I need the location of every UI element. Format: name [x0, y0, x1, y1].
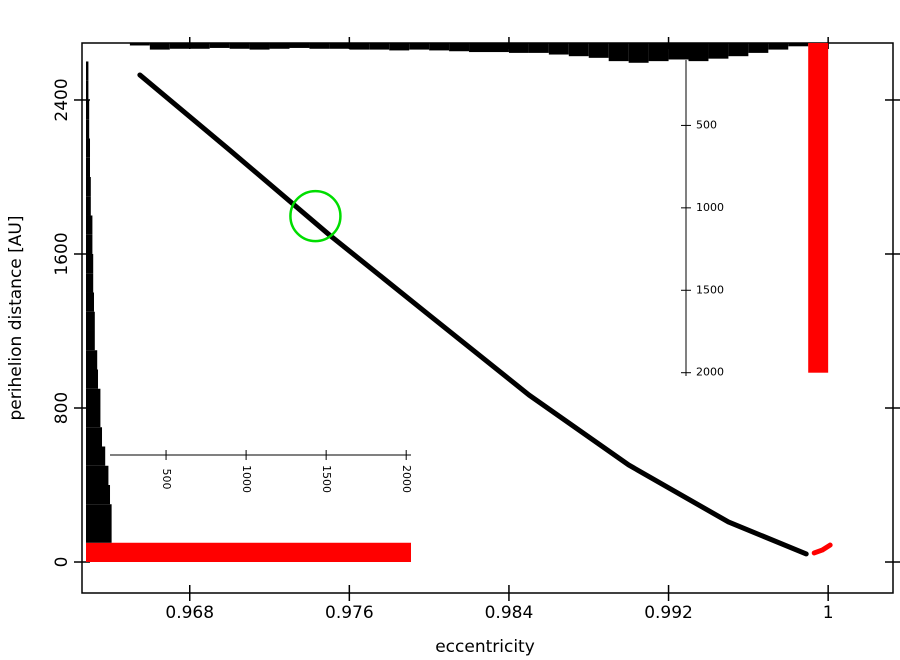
histogram-bar: [86, 446, 106, 466]
histogram-bar: [249, 43, 270, 50]
y-tick-label: 0: [52, 557, 72, 568]
y-tick-label: 1600: [52, 232, 72, 275]
inset-tick-label: 2000: [696, 366, 724, 379]
histogram-bar: [86, 350, 98, 370]
highlight-circle: [289, 189, 342, 243]
data-line: [137, 72, 809, 557]
histogram-bar: [568, 43, 589, 57]
inset-tick-label: 1500: [696, 283, 724, 296]
histogram-bar: [86, 157, 91, 177]
histogram-bar: [86, 234, 93, 254]
histogram-bar: [86, 119, 90, 139]
histogram-bar: [728, 43, 749, 57]
histogram-bar: [588, 43, 609, 58]
histogram-bar: [86, 253, 94, 274]
y-tick-label: 2400: [52, 78, 72, 121]
histogram-bar: [86, 196, 91, 216]
histogram-bar: [86, 542, 411, 563]
histogram-bar: [86, 504, 112, 524]
histogram-bar: [149, 43, 170, 50]
histogram-bar: [86, 99, 90, 120]
histogram-bar: [469, 43, 489, 53]
histogram-bar: [189, 43, 210, 49]
histogram-bar: [708, 43, 729, 59]
histogram-bar: [86, 407, 101, 428]
inset-tick-label: 1000: [696, 201, 724, 214]
histogram-bar: [209, 43, 230, 48]
x-tick-label: 0.984: [485, 603, 534, 623]
histogram-bar: [508, 43, 529, 53]
histogram-bar: [488, 43, 509, 53]
inset-tick-label: 1000: [240, 465, 253, 493]
histogram-bar: [86, 61, 89, 81]
histogram-bar: [86, 427, 103, 447]
histogram-bar: [86, 138, 91, 158]
histogram-bar: [86, 465, 109, 486]
histogram-bar: [329, 43, 350, 49]
histogram-bar: [86, 485, 111, 505]
histogram-bar: [688, 43, 709, 62]
histogram-bar: [86, 523, 112, 543]
histogram-bar: [86, 388, 101, 408]
histogram-bar: [808, 43, 829, 373]
histogram-bar: [309, 43, 330, 49]
histogram-bar: [369, 43, 390, 50]
histogram-bar: [86, 330, 95, 351]
histogram-bar: [429, 43, 450, 51]
x-tick-label: 0.976: [325, 603, 374, 623]
histogram-bar: [628, 43, 649, 63]
x-tick-label: 0.992: [644, 603, 693, 623]
histogram-bar: [608, 43, 629, 62]
histogram-bar: [86, 369, 99, 389]
inset-tick-label: 2000: [400, 465, 413, 493]
histogram-bar: [169, 43, 190, 49]
histogram-bar: [788, 43, 809, 47]
histogram-bar: [269, 43, 290, 49]
inset-tick-label: 1500: [320, 465, 333, 493]
histogram-bar: [349, 43, 370, 50]
x-tick-label: 1: [823, 603, 834, 623]
histogram-bar: [86, 215, 93, 235]
histogram-bar: [389, 43, 410, 51]
histogram-bar: [748, 43, 769, 53]
histogram-bar: [449, 43, 470, 52]
histogram-bar: [86, 311, 95, 331]
histogram-bar: [289, 43, 310, 48]
y-axis-label: perihelion distance [AU]: [6, 216, 26, 421]
data-line: [811, 542, 833, 556]
histogram-bar: [668, 43, 689, 60]
histogram-bar: [229, 43, 250, 49]
histogram-bar: [548, 43, 569, 55]
histogram-bar: [86, 176, 91, 197]
histogram-bar: [648, 43, 669, 62]
histogram-bar: [768, 43, 789, 50]
histogram-bar: [409, 43, 430, 50]
histogram-bar: [129, 43, 150, 46]
histogram-bar: [86, 273, 94, 293]
y-tick-label: 800: [52, 392, 72, 424]
x-axis-label: eccentricity: [435, 637, 535, 657]
x-tick-label: 0.968: [165, 603, 214, 623]
histogram-bar: [86, 292, 95, 312]
inset-tick-label: 500: [696, 118, 717, 131]
histogram-bar: [528, 43, 549, 53]
inset-tick-label: 500: [160, 469, 173, 490]
histogram-bar: [86, 80, 89, 100]
